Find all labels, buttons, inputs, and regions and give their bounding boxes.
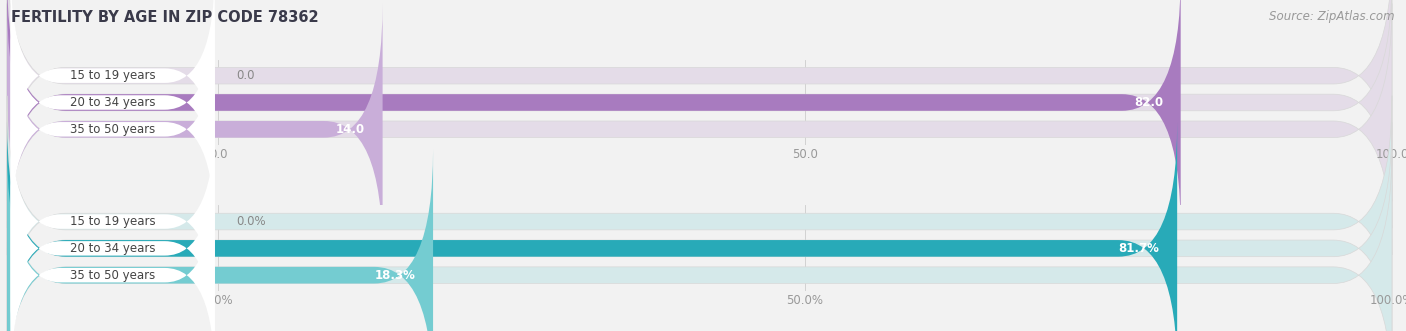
FancyBboxPatch shape: [7, 0, 1181, 228]
FancyBboxPatch shape: [7, 0, 1392, 228]
FancyBboxPatch shape: [7, 122, 1177, 331]
FancyBboxPatch shape: [11, 0, 215, 209]
Text: 20 to 34 years: 20 to 34 years: [70, 96, 156, 109]
Text: Source: ZipAtlas.com: Source: ZipAtlas.com: [1270, 10, 1395, 23]
FancyBboxPatch shape: [11, 168, 215, 331]
Text: 0.0: 0.0: [236, 69, 254, 82]
FancyBboxPatch shape: [7, 0, 1392, 202]
FancyBboxPatch shape: [7, 96, 1392, 331]
Text: FERTILITY BY AGE IN ZIP CODE 78362: FERTILITY BY AGE IN ZIP CODE 78362: [11, 10, 319, 25]
FancyBboxPatch shape: [7, 149, 433, 331]
FancyBboxPatch shape: [7, 149, 1392, 331]
FancyBboxPatch shape: [7, 122, 1392, 331]
FancyBboxPatch shape: [7, 4, 1392, 255]
FancyBboxPatch shape: [11, 142, 215, 331]
FancyBboxPatch shape: [7, 4, 382, 255]
Text: 0.0%: 0.0%: [236, 215, 266, 228]
Text: 20 to 34 years: 20 to 34 years: [70, 242, 156, 255]
Text: 35 to 50 years: 35 to 50 years: [70, 269, 155, 282]
FancyBboxPatch shape: [11, 0, 215, 182]
Text: 18.3%: 18.3%: [374, 269, 415, 282]
Text: 15 to 19 years: 15 to 19 years: [70, 69, 156, 82]
FancyBboxPatch shape: [11, 115, 215, 328]
Text: 81.7%: 81.7%: [1119, 242, 1160, 255]
Text: 15 to 19 years: 15 to 19 years: [70, 215, 156, 228]
FancyBboxPatch shape: [11, 23, 215, 236]
Text: 14.0: 14.0: [336, 123, 366, 136]
Text: 82.0: 82.0: [1135, 96, 1163, 109]
Text: 35 to 50 years: 35 to 50 years: [70, 123, 155, 136]
